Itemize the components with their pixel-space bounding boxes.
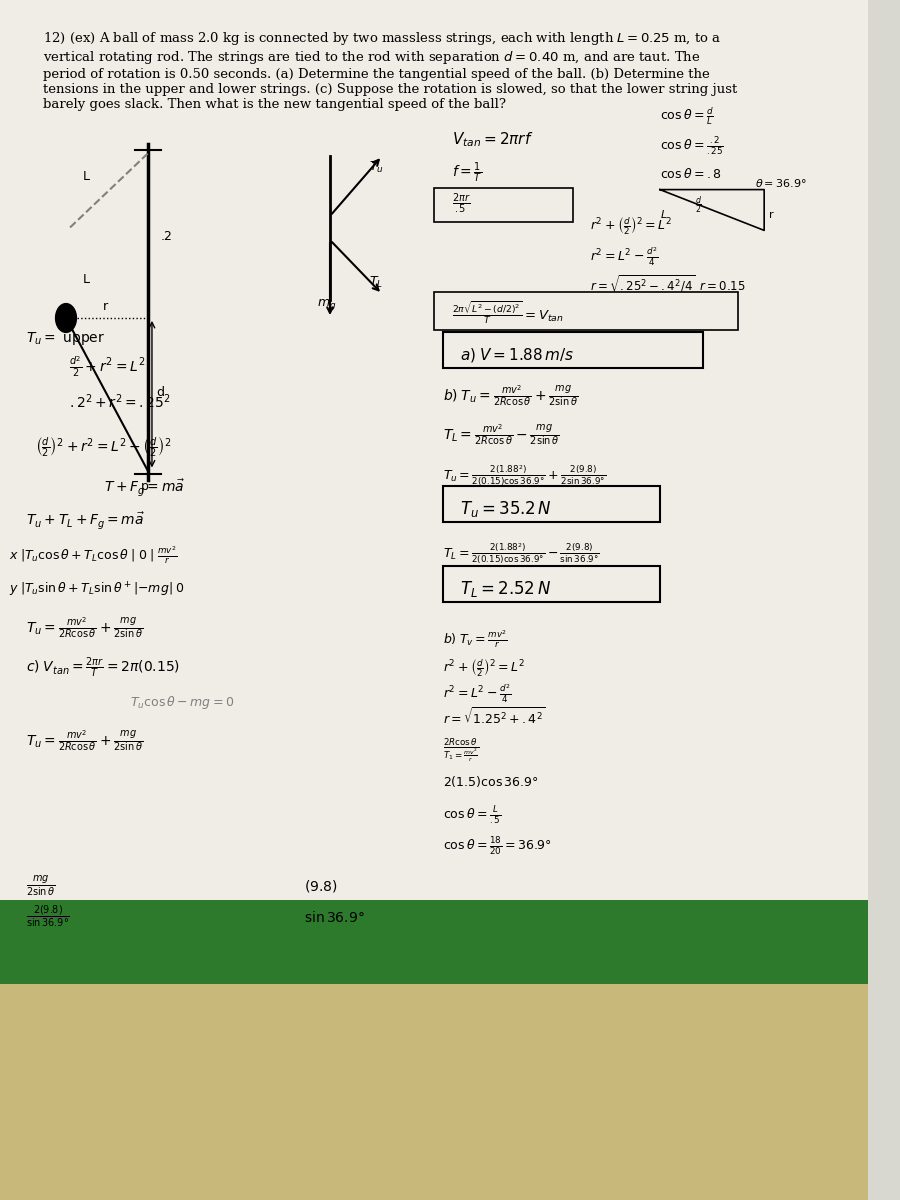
Text: $r = \sqrt{1.25^2 + .4^2}$: $r = \sqrt{1.25^2 + .4^2}$ bbox=[443, 707, 545, 727]
Text: $b) \; T_v = \frac{mv^2}{r}$: $b) \; T_v = \frac{mv^2}{r}$ bbox=[443, 629, 508, 650]
Text: d: d bbox=[157, 386, 165, 398]
Text: $\frac{d^2}{2} + r^2 = L^2$: $\frac{d^2}{2} + r^2 = L^2$ bbox=[69, 354, 146, 379]
Text: $y \; | T_u\sin\theta + T_L\sin\theta^+ | {-mg} | \; 0$: $y \; | T_u\sin\theta + T_L\sin\theta^+ … bbox=[9, 581, 184, 599]
Text: $r^2 + \left(\frac{d}{2}\right)^2 = L^2$: $r^2 + \left(\frac{d}{2}\right)^2 = L^2$ bbox=[443, 658, 525, 679]
Text: $x \; | T_u\cos\theta + T_L\cos\theta \; | \; 0 \; | \; \frac{mv^2}{r}$: $x \; | T_u\cos\theta + T_L\cos\theta \;… bbox=[9, 545, 177, 566]
Text: $\cos\theta = \frac{18}{20} = 36.9°$: $\cos\theta = \frac{18}{20} = 36.9°$ bbox=[443, 835, 552, 857]
Text: $\sin 36.9°$: $\sin 36.9°$ bbox=[304, 910, 365, 924]
Text: $\frac{mg}{2\sin\theta}$: $\frac{mg}{2\sin\theta}$ bbox=[26, 874, 56, 898]
Text: $\cos\theta = \frac{d}{L}$: $\cos\theta = \frac{d}{L}$ bbox=[660, 106, 714, 127]
Circle shape bbox=[56, 304, 76, 332]
Bar bbox=[443, 566, 660, 602]
Text: $f = \frac{1}{T}$: $f = \frac{1}{T}$ bbox=[452, 161, 482, 185]
Text: $T_u$: $T_u$ bbox=[369, 160, 384, 174]
Text: $T_u =$ upper: $T_u =$ upper bbox=[26, 330, 105, 347]
Bar bbox=[434, 188, 573, 222]
Text: $\cos\theta = \frac{.2}{.25}$: $\cos\theta = \frac{.2}{.25}$ bbox=[660, 136, 724, 157]
Text: $.2^2 + r^2 = .25^2$: $.2^2 + r^2 = .25^2$ bbox=[69, 392, 171, 410]
Text: $T_u = 35.2 \, N$: $T_u = 35.2 \, N$ bbox=[460, 499, 552, 518]
Text: $\frac{2\pi r}{.5}$: $\frac{2\pi r}{.5}$ bbox=[452, 192, 470, 216]
Text: r: r bbox=[103, 300, 108, 312]
Text: $T + F_g = m\vec{a}$: $T + F_g = m\vec{a}$ bbox=[104, 478, 185, 498]
Text: $T_L$: $T_L$ bbox=[369, 275, 383, 289]
Text: $T_u = \frac{mv^2}{2R\cos\theta} + \frac{mg}{2\sin\theta}$: $T_u = \frac{mv^2}{2R\cos\theta} + \frac… bbox=[26, 616, 143, 641]
Text: $\left(\frac{d}{2}\right)^2 + r^2 = L^2 - \left(\frac{d}{2}\right)^2$: $\left(\frac{d}{2}\right)^2 + r^2 = L^2 … bbox=[35, 436, 171, 460]
Text: $r^2 + \left(\frac{d}{2}\right)^2 = L^2$: $r^2 + \left(\frac{d}{2}\right)^2 = L^2$ bbox=[590, 216, 672, 238]
Bar bbox=[0, 900, 868, 984]
Text: $2(1.5)\cos36.9°$: $2(1.5)\cos36.9°$ bbox=[443, 774, 538, 790]
Text: $\frac{d}{2}$: $\frac{d}{2}$ bbox=[695, 194, 702, 216]
Text: p: p bbox=[140, 480, 148, 492]
Text: $m_g$: $m_g$ bbox=[317, 298, 337, 312]
Text: $T_L = 2.52 \, N$: $T_L = 2.52 \, N$ bbox=[460, 578, 552, 599]
Text: $r^2 = L^2 - \frac{d^2}{4}$: $r^2 = L^2 - \frac{d^2}{4}$ bbox=[443, 683, 511, 706]
Bar bbox=[0, 936, 868, 1200]
Text: $T_L = \frac{mv^2}{2R\cos\theta} - \frac{mg}{2\sin\theta}$: $T_L = \frac{mv^2}{2R\cos\theta} - \frac… bbox=[443, 422, 560, 448]
Bar bbox=[0, 0, 868, 936]
Text: $L$: $L$ bbox=[660, 209, 668, 221]
Text: .2: .2 bbox=[160, 230, 173, 242]
Bar bbox=[443, 486, 660, 522]
Text: $\frac{2R\cos\theta}{T_1 = \frac{mv^2}{r}}$: $\frac{2R\cos\theta}{T_1 = \frac{mv^2}{r… bbox=[443, 737, 479, 763]
Text: $c) \; V_{tan} = \frac{2\pi r}{T} = 2\pi(0.15)$: $c) \; V_{tan} = \frac{2\pi r}{T} = 2\pi… bbox=[26, 655, 180, 679]
Text: $T_u = \frac{mv^2}{2R\cos\theta} + \frac{mg}{2\sin\theta}$: $T_u = \frac{mv^2}{2R\cos\theta} + \frac… bbox=[26, 728, 143, 754]
Text: L: L bbox=[83, 170, 89, 182]
Text: $T_u + T_L + F_g = m\vec{a}$: $T_u + T_L + F_g = m\vec{a}$ bbox=[26, 510, 145, 530]
Text: $\theta = 36.9°$: $\theta = 36.9°$ bbox=[755, 178, 807, 190]
Text: $\frac{2\pi\sqrt{L^2 - (d/2)^2}}{T} = V_{tan}$: $\frac{2\pi\sqrt{L^2 - (d/2)^2}}{T} = V_… bbox=[452, 299, 563, 326]
Text: $b) \; T_u = \frac{mv^2}{2R\cos\theta} + \frac{mg}{2\sin\theta}$: $b) \; T_u = \frac{mv^2}{2R\cos\theta} +… bbox=[443, 384, 578, 409]
Text: $\frac{2(9.8)}{\sin 36.9°}$: $\frac{2(9.8)}{\sin 36.9°}$ bbox=[26, 904, 70, 929]
Bar bbox=[434, 292, 738, 330]
Text: $T_u\cos\theta - mg = 0$: $T_u\cos\theta - mg = 0$ bbox=[130, 694, 234, 710]
Text: $r = \sqrt{.25^2 - .4^2/4} \;\; r=0.15$: $r = \sqrt{.25^2 - .4^2/4} \;\; r=0.15$ bbox=[590, 274, 746, 295]
Text: 12) (ex) A ball of mass 2.0 kg is connected by two massless strings, each with l: 12) (ex) A ball of mass 2.0 kg is connec… bbox=[43, 30, 738, 112]
Bar bbox=[443, 332, 704, 368]
Text: r: r bbox=[769, 210, 773, 221]
Text: $T_u = \frac{2(1.88^2)}{2(0.15)\cos36.9°} + \frac{2(9.8)}{2\sin36.9°}$: $T_u = \frac{2(1.88^2)}{2(0.15)\cos36.9°… bbox=[443, 463, 606, 488]
Text: $\cos\theta = .8$: $\cos\theta = .8$ bbox=[660, 167, 722, 180]
Text: $\cos\theta = \frac{L}{.5}$: $\cos\theta = \frac{L}{.5}$ bbox=[443, 804, 501, 826]
Text: L: L bbox=[83, 274, 89, 286]
Text: $V_{tan} = 2\pi rf$: $V_{tan} = 2\pi rf$ bbox=[452, 130, 533, 149]
Text: $a) \; V = 1.88 \, m/s$: $a) \; V = 1.88 \, m/s$ bbox=[460, 347, 574, 365]
Text: $r^2 = L^2 - \frac{d^2}{4}$: $r^2 = L^2 - \frac{d^2}{4}$ bbox=[590, 246, 659, 269]
Text: $T_L = \frac{2(1.88^2)}{2(0.15)\cos36.9°} - \frac{2(9.8)}{\sin36.9°}$: $T_L = \frac{2(1.88^2)}{2(0.15)\cos36.9°… bbox=[443, 541, 599, 566]
Text: $(9.8)$: $(9.8)$ bbox=[304, 878, 338, 894]
